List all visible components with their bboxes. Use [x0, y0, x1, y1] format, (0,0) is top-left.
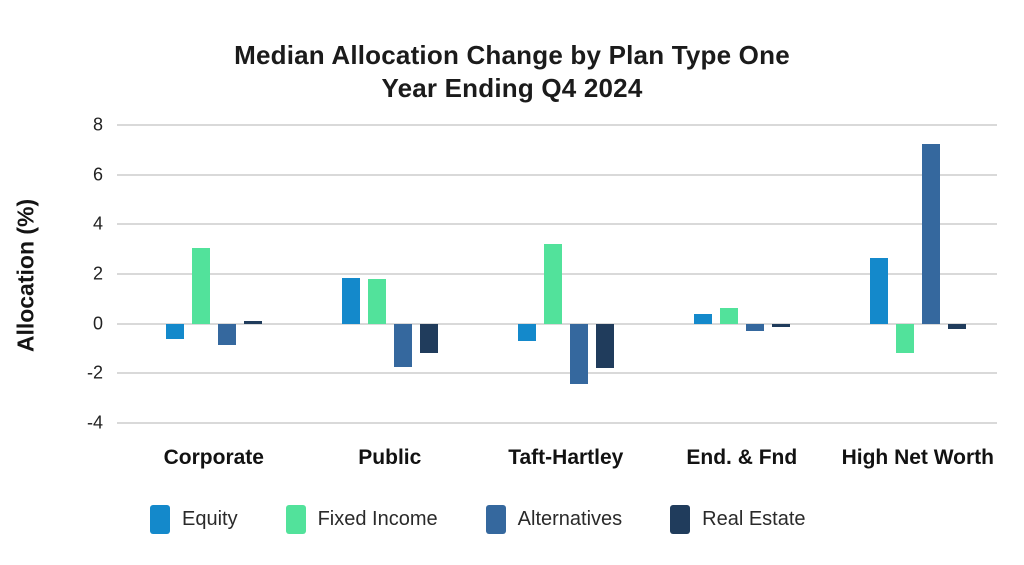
legend-item: Real Estate — [670, 505, 806, 534]
bar — [570, 323, 588, 385]
bar — [694, 313, 712, 324]
bar — [368, 278, 386, 324]
bar — [896, 323, 914, 354]
x-category-label: High Net Worth — [841, 446, 995, 469]
bar — [420, 323, 438, 354]
legend-label: Real Estate — [702, 508, 806, 530]
x-category-label: Public — [358, 446, 422, 469]
gridline — [117, 322, 997, 325]
bar — [596, 323, 614, 369]
y-axis-title: Allocation (%) — [12, 198, 39, 353]
legend-swatch — [485, 505, 506, 534]
legend-label: Fixed Income — [317, 508, 438, 530]
bar — [218, 323, 236, 345]
plot-area: 8 6 4 2 0 -2 -4 — [87, 115, 997, 433]
y-tick-label: 4 — [92, 213, 103, 234]
y-tick-label: 2 — [92, 263, 103, 284]
x-category-label: Taft-Hartley — [508, 446, 624, 469]
chart-title-line2: Year Ending Q4 2024 — [381, 73, 643, 104]
gridline — [117, 372, 997, 375]
legend-swatch — [150, 505, 170, 534]
y-tick-label: 8 — [92, 114, 103, 135]
x-category-label: Corporate — [163, 446, 264, 469]
legend-label: Alternatives — [517, 508, 623, 530]
bar — [342, 277, 360, 324]
bar — [192, 247, 210, 324]
bar — [244, 321, 262, 324]
legend-swatch — [670, 505, 691, 534]
bar — [922, 143, 940, 324]
gridline — [117, 173, 997, 176]
y-tick-label: 6 — [92, 164, 103, 185]
bar — [544, 244, 562, 324]
bar — [746, 323, 764, 332]
bar — [948, 323, 966, 329]
y-tick-label: -4 — [86, 412, 103, 433]
legend-label: Equity — [182, 508, 238, 530]
y-tick-label: -2 — [86, 362, 103, 383]
legend-item: Equity — [150, 505, 238, 534]
bar — [772, 323, 790, 328]
x-axis-labels: Corporate Public Taft-Hartley End. & Fnd Hig… — [117, 446, 997, 476]
legend: Equity Fixed Income Alternatives Real Estat… — [150, 505, 806, 534]
bar — [394, 323, 412, 368]
bar — [870, 257, 888, 324]
bar — [518, 323, 536, 342]
legend-item: Alternatives — [485, 505, 623, 534]
chart-title-line1: Median Allocation Change by Plan Type On… — [234, 40, 790, 71]
gridline — [117, 223, 997, 226]
legend-item: Fixed Income — [285, 505, 438, 534]
y-tick-label: 0 — [92, 313, 103, 334]
chart-title: Median Allocation Change by Plan Type On… — [0, 39, 1024, 105]
bar — [720, 307, 738, 324]
x-category-label: End. & Fnd — [686, 446, 798, 469]
legend-swatch — [285, 505, 306, 534]
bar — [166, 323, 184, 339]
gridline — [117, 124, 997, 126]
gridline — [117, 422, 997, 424]
